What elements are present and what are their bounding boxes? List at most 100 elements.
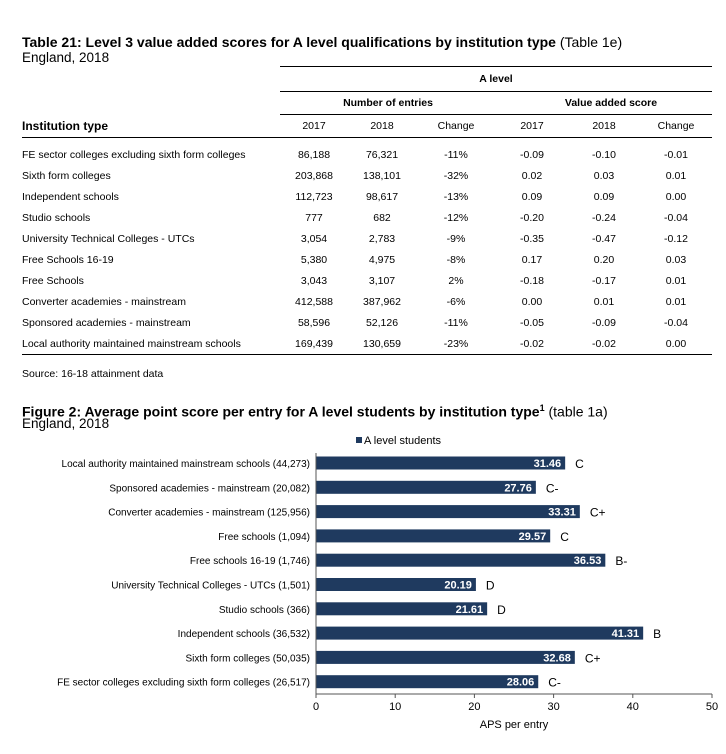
table-cell: 0.00 [665,337,687,350]
table-cell: 138,101 [363,169,401,182]
grade-label: C [575,457,584,471]
table-cell: 0.02 [521,169,543,182]
table-cell: -23% [443,337,469,350]
table-cell: 0.09 [593,190,615,203]
bar [316,602,488,616]
table-cell: 0.01 [665,295,687,308]
category-label: Studio schools (366) [219,605,310,616]
table-cell: -0.47 [592,232,616,245]
bar [316,578,476,591]
table-cell: 76,321 [365,148,399,161]
legend-swatch [356,437,362,443]
table-cell: Independent schools [22,190,119,203]
value-added-table: A level Number of entries Value added sc… [22,66,712,355]
category-label: Sponsored academies - mainstream (20,082… [109,483,310,494]
table-cell: 682 [373,211,391,224]
table-title-text: Table 21: Level 3 value added scores for… [22,34,556,50]
table-cell: -0.20 [520,211,544,224]
table-row: Independent schools 112,723 98,617 -13% … [22,186,712,207]
x-tick-label: 20 [468,701,480,713]
figure-title-footnote: 1 [539,403,545,413]
table-cell: Sixth form colleges [22,169,111,182]
table-cell: 0.09 [521,190,543,203]
table-cell: -11% [444,148,468,161]
table-cell: 387,962 [363,295,401,308]
grade-label: C [560,530,569,544]
table-cell: -0.09 [592,316,616,329]
bar [316,553,606,567]
bar-value-label: 20.19 [444,580,472,592]
table-row: Free Schools 16-19 5,380 4,975 -8% 0.17 … [22,249,712,270]
x-tick-label: 10 [389,701,401,713]
table-cell: -0.10 [592,148,616,161]
table-cell: -0.04 [664,316,688,329]
bar [316,480,536,494]
table-cell: 3,107 [368,274,396,287]
table-row: Studio schools 777 682 -12% -0.20 -0.24 … [22,207,712,228]
x-tick-label: 30 [547,701,559,713]
column-header: 2018 [592,120,616,132]
table-row: Local authority maintained mainstream sc… [22,333,712,355]
table-cell: -0.05 [520,316,544,329]
category-label: Free schools 16-19 (1,746) [190,556,310,567]
bar [316,456,566,470]
table-cell: -0.02 [592,337,616,350]
table-cell: 3,054 [300,232,328,245]
bar-value-label: 27.76 [504,482,532,494]
table-cell: -11% [444,316,468,329]
category-label: Local authority maintained mainstream sc… [62,459,310,470]
column-header: Institution type [22,118,108,133]
figure-title-text: Figure 2: Average point score per entry … [22,403,540,420]
grade-label: C- [548,676,561,690]
x-tick-label: 40 [627,701,639,713]
table-cell: -9% [446,232,466,245]
bar-value-label: 21.61 [456,604,484,616]
table-row: Converter academies - mainstream 412,588… [22,291,712,312]
grade-label: C+ [590,506,606,520]
table-cell: -0.12 [664,232,688,245]
table-row: University Technical Colleges - UTCs 3,0… [22,228,712,249]
table-cell: 0.00 [521,295,543,308]
x-tick-label: 50 [706,701,718,713]
table-cell: Free Schools [22,274,84,287]
table-cell: -0.09 [520,148,544,161]
table-cell: Local authority maintained mainstream sc… [22,337,241,350]
bar [316,650,575,664]
bar-value-label: 33.31 [548,507,576,519]
table-cell: -6% [446,295,466,308]
table-cell: 2,783 [368,232,396,245]
grade-label: B [653,627,661,641]
table-cell: 777 [305,211,323,224]
grade-label: D [497,603,506,617]
table-cell: -0.35 [520,232,544,245]
bar-value-label: 28.06 [507,677,535,689]
table-cell: -8% [446,253,466,266]
table-cell: Studio schools [22,211,91,224]
grade-label: D [486,579,495,593]
table-cell: University Technical Colleges - UTCs [22,232,195,245]
table-cell: -0.24 [592,211,616,224]
column-header: Change [657,120,695,132]
category-label: Sixth form colleges (50,035) [185,653,310,664]
column-header: 2018 [370,120,394,132]
table-cell: 3,043 [300,274,328,287]
bar [316,529,551,543]
table-cell: 0.03 [593,169,615,182]
table-cell: 130,659 [363,337,401,350]
table-cell: 86,188 [297,148,331,161]
figure-title: Figure 2: Average point score per entry … [22,400,608,421]
table-row: Sponsored academies - mainstream 58,596 … [22,312,712,333]
table-cell: 52,126 [365,316,399,329]
table-cell: -0.01 [664,148,688,161]
table-cell: Converter academies - mainstream [22,295,186,308]
subgroup-header-value-added: Value added score [496,91,712,115]
table-cell: 0.01 [665,274,687,287]
table-cell: 0.01 [593,295,615,308]
table-cell: -13% [443,190,469,203]
table-cell: 412,588 [295,295,333,308]
table-cell: 0.01 [665,169,687,182]
table-cell: 58,596 [297,316,331,329]
bar-value-label: 41.31 [612,628,640,640]
table-cell: -0.18 [520,274,544,287]
table-cell: FE sector colleges excluding sixth form … [22,148,246,161]
